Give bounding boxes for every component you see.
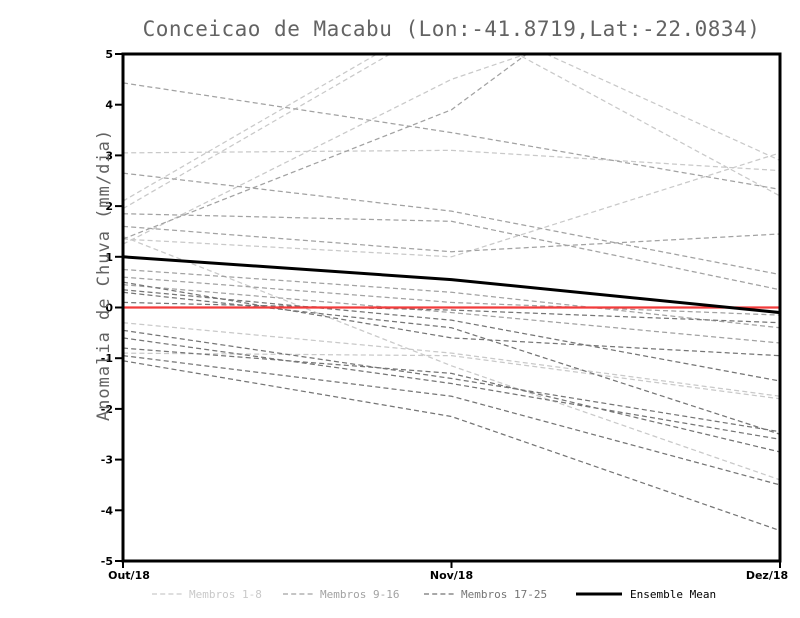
plot-lines-group bbox=[123, 54, 780, 532]
member-line bbox=[123, 360, 780, 532]
y-tick-label: 4 bbox=[105, 99, 113, 112]
member-line bbox=[123, 225, 780, 253]
member-line bbox=[123, 152, 780, 258]
member-line bbox=[123, 329, 780, 433]
y-tick-label: 0 bbox=[105, 302, 113, 315]
member-line bbox=[123, 289, 780, 382]
member-line bbox=[123, 213, 780, 291]
legend-item-label: Membros 1-8 bbox=[189, 588, 262, 601]
member-line bbox=[123, 149, 780, 172]
member-line bbox=[123, 54, 780, 210]
x-tick-label: Dez/18 bbox=[746, 569, 788, 582]
y-tick-label: -1 bbox=[101, 352, 113, 365]
member-line bbox=[123, 276, 780, 316]
member-line bbox=[123, 172, 780, 276]
legend-item-label: Membros 17-25 bbox=[461, 588, 547, 601]
legend-item-label: Membros 9-16 bbox=[320, 588, 399, 601]
member-line bbox=[123, 347, 780, 453]
x-tick-label: Out/18 bbox=[108, 569, 150, 582]
member-line bbox=[123, 281, 780, 357]
member-line bbox=[123, 301, 780, 324]
member-line bbox=[123, 235, 780, 481]
member-line bbox=[123, 284, 780, 344]
y-tick-label: -3 bbox=[101, 454, 113, 467]
member-line bbox=[123, 322, 780, 397]
member-line bbox=[123, 352, 780, 400]
y-axis-label: Anomalia de Chuva (mm/dia) bbox=[94, 128, 114, 422]
chart-title: Conceicao de Macabu (Lon:-41.8719,Lat:-2… bbox=[142, 17, 761, 41]
y-tick-label: -2 bbox=[101, 403, 113, 416]
member-line bbox=[123, 82, 780, 190]
member-line bbox=[123, 291, 780, 435]
y-tick-label: 5 bbox=[105, 48, 113, 61]
member-line bbox=[123, 355, 780, 486]
member-line bbox=[123, 268, 780, 329]
y-tick-label: -5 bbox=[101, 555, 113, 568]
y-tick-label: -4 bbox=[101, 504, 114, 517]
ensemble-mean-line bbox=[123, 255, 780, 315]
y-tick-label: 2 bbox=[105, 200, 113, 213]
plot-frame bbox=[121, 52, 782, 563]
member-line bbox=[123, 54, 528, 240]
y-tick-label: 3 bbox=[105, 149, 113, 162]
y-tick-label: 1 bbox=[105, 251, 113, 264]
legend-item-label: Ensemble Mean bbox=[630, 588, 716, 601]
member-line bbox=[123, 54, 780, 202]
member-line bbox=[123, 337, 780, 440]
x-tick-label: Nov/18 bbox=[430, 569, 473, 582]
